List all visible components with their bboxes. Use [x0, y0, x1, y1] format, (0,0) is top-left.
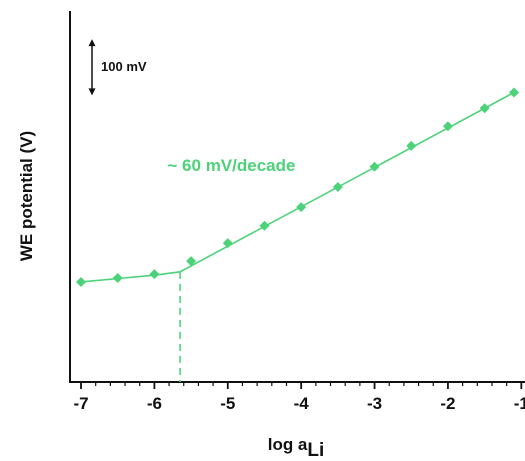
x-axis-title-subscript: Li — [307, 440, 324, 461]
x-tick-label: -7 — [73, 394, 88, 413]
data-point — [149, 269, 160, 280]
y-axis-title: WE potential (V) — [17, 131, 36, 261]
x-axis-title-main: log a — [268, 435, 308, 454]
x-tick-label: -6 — [147, 394, 162, 413]
scale-bar: 100 mV — [88, 39, 147, 96]
x-tick-label: -3 — [367, 394, 382, 413]
x-tick-label: -4 — [294, 394, 310, 413]
x-tick-label: -5 — [220, 394, 235, 413]
data-point — [508, 87, 519, 98]
scale-bar-label: 100 mV — [101, 59, 147, 74]
data-point — [186, 256, 197, 267]
data-point — [76, 276, 87, 287]
data-point — [479, 103, 490, 114]
x-tick-labels: -7 -6 -5 -4 -3 -2 -1 — [73, 394, 525, 413]
x-minor-ticks — [95, 382, 508, 386]
data-markers — [76, 87, 519, 287]
data-point — [112, 273, 123, 284]
data-point — [332, 181, 343, 192]
slope-annotation: ~ 60 mV/decade — [167, 156, 295, 175]
data-point — [259, 220, 270, 231]
x-axis-title: log aLi — [268, 435, 325, 461]
data-point — [222, 238, 233, 249]
fit-line — [80, 91, 515, 283]
data-point — [369, 161, 380, 172]
x-major-ticks — [80, 382, 523, 389]
data-point — [296, 202, 307, 213]
x-tick-label: -1 — [514, 394, 525, 413]
x-tick-label: -2 — [440, 394, 455, 413]
data-point — [442, 121, 453, 132]
scale-bar-arrow-up-icon — [88, 39, 96, 47]
scale-bar-arrow-down-icon — [88, 88, 96, 96]
data-point — [406, 140, 417, 151]
